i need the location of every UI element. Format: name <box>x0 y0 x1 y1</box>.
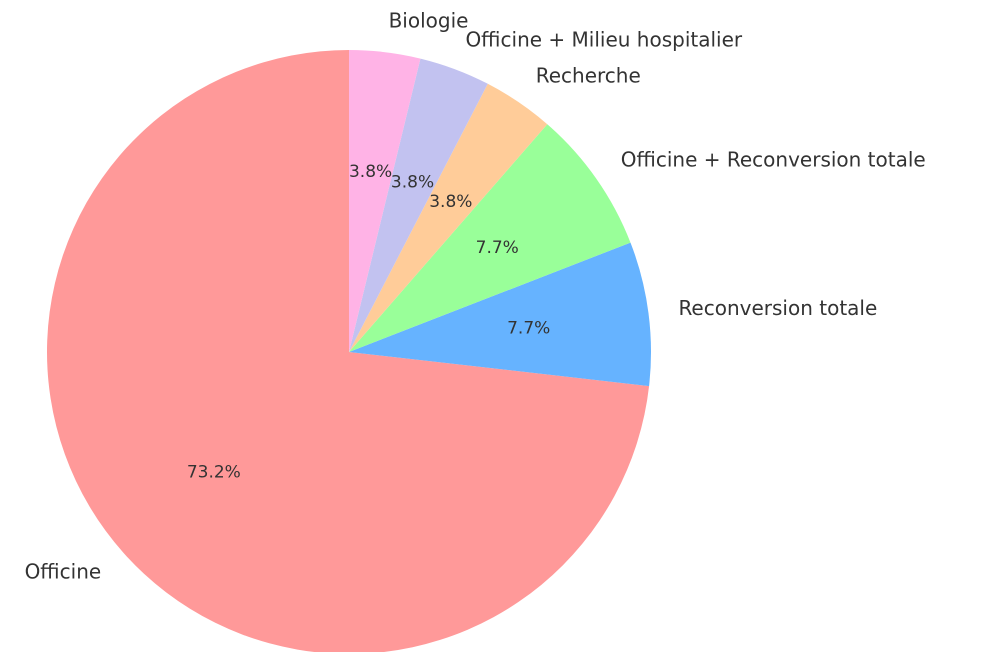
slice-label: Officine + Reconversion totale <box>621 147 926 171</box>
percent-label: 7.7% <box>476 238 519 258</box>
percent-label: 3.8% <box>349 162 392 182</box>
slice-label: Biologie <box>389 9 469 33</box>
pie-slice <box>349 83 548 353</box>
percent-label: 73.2% <box>187 463 241 483</box>
pie-slice <box>349 124 631 352</box>
slice-label: Recherche <box>536 64 641 88</box>
pie-slice <box>349 58 488 353</box>
percent-label: 3.8% <box>391 172 434 192</box>
pie-slice <box>47 50 650 652</box>
slice-label: Officine + Milieu hospitalier <box>465 27 742 51</box>
pie-slice <box>349 50 421 352</box>
slice-label: Officine <box>25 560 102 584</box>
slice-label: Reconversion totale <box>678 296 877 320</box>
percent-label: 3.8% <box>429 192 472 212</box>
percent-label: 7.7% <box>507 319 550 339</box>
pie-slice <box>349 242 651 387</box>
